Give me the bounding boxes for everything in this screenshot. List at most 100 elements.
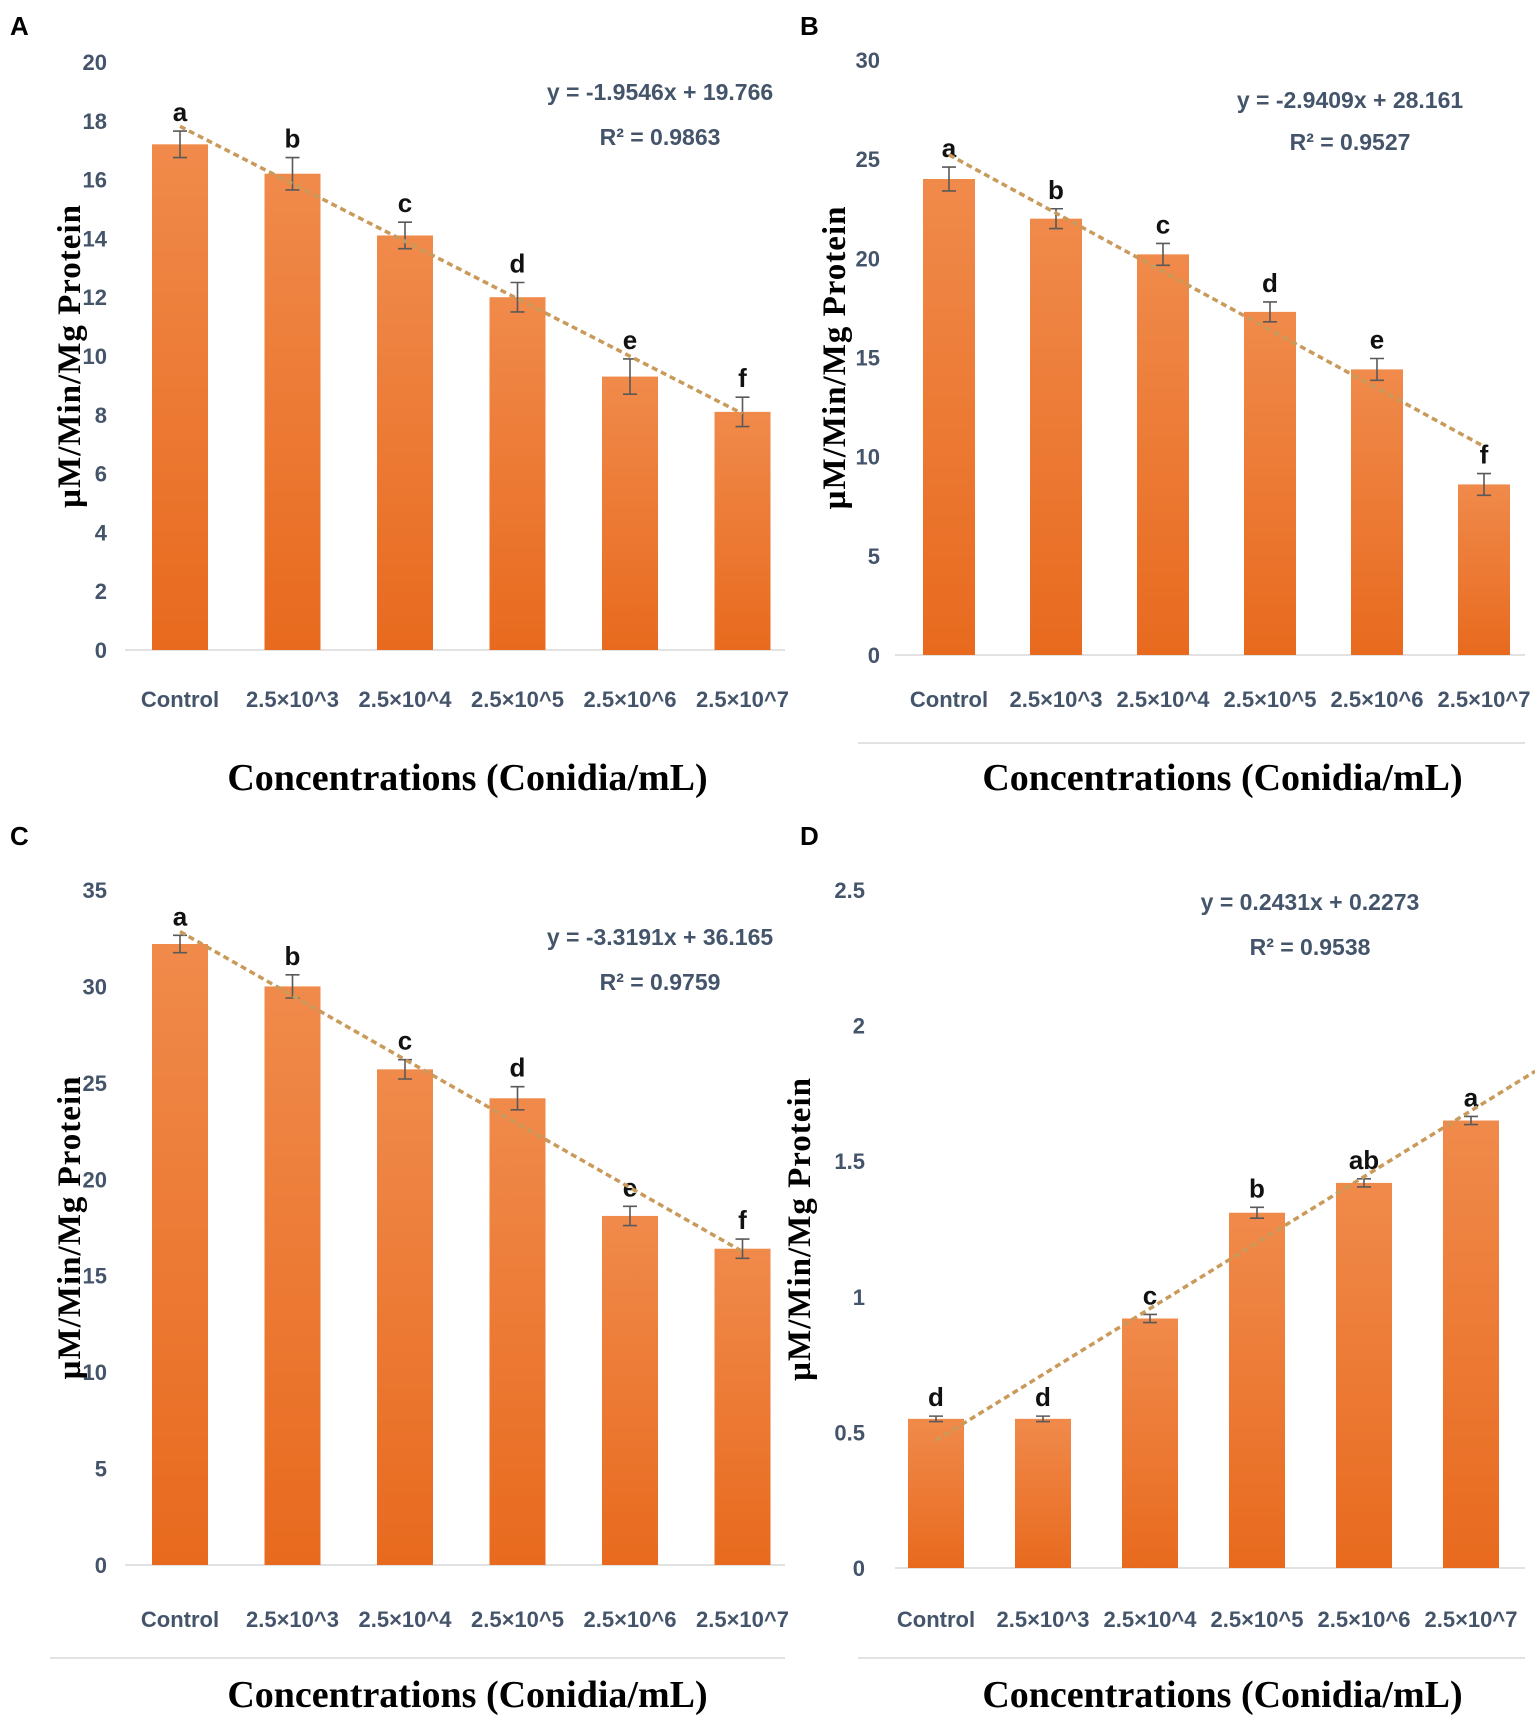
x-tick-label: 2.5×10^5 xyxy=(1211,1607,1304,1632)
significance-label: f xyxy=(738,1205,747,1235)
chart-panel-d: D 0 0.5 1 1.5 2 2.5 d Control d 2.5×10^3 c 2.5×10^4 b… xyxy=(782,821,1535,1716)
y-tick-label: 20 xyxy=(83,1167,107,1192)
bar xyxy=(264,986,321,1565)
error-bar xyxy=(1156,242,1170,267)
significance-label: a xyxy=(1464,1082,1479,1112)
bar xyxy=(152,944,208,1565)
significance-label: f xyxy=(738,363,747,393)
y-tick-label: 10 xyxy=(83,344,107,369)
significance-label: c xyxy=(1156,209,1170,239)
error-bar xyxy=(1370,357,1384,382)
trendline-equation: y = 0.2431x + 0.2273 xyxy=(1201,889,1420,915)
error-bar xyxy=(1036,1415,1050,1423)
bar xyxy=(264,173,321,650)
bar xyxy=(908,1418,964,1568)
r-squared-label: R² = 0.9538 xyxy=(1250,934,1371,960)
y-tick-label: 25 xyxy=(83,1071,107,1096)
y-tick-label: 4 xyxy=(95,520,108,545)
y-tick-label: 0 xyxy=(95,1553,107,1578)
bar xyxy=(1137,254,1189,655)
x-tick-label: 2.5×10^5 xyxy=(1224,687,1317,712)
significance-label: f xyxy=(1480,440,1489,470)
y-tick-label: 0 xyxy=(95,638,107,663)
y-tick-label: 6 xyxy=(95,462,107,487)
y-tick-label: 2 xyxy=(853,1014,865,1039)
panel-letter: D xyxy=(800,821,819,851)
error-bar xyxy=(1263,301,1277,323)
y-tick-label: 12 xyxy=(83,285,107,310)
x-tick-label: Control xyxy=(910,687,988,712)
y-tick-label: 0.5 xyxy=(834,1420,865,1445)
trendline-equation: y = -3.3191x + 36.165 xyxy=(547,924,774,950)
chart-panel-c: C 0 5 10 15 20 25 30 35 a Control b 2.5×10^3 c 2.5×10^… xyxy=(10,821,789,1716)
y-axis-title: µM/Min/Mg Protein xyxy=(52,204,88,508)
significance-label: a xyxy=(942,133,957,163)
y-tick-label: 14 xyxy=(83,226,108,251)
y-tick-label: 8 xyxy=(95,403,107,428)
error-bar xyxy=(285,156,300,191)
significance-label: d xyxy=(928,1382,944,1412)
significance-label: b xyxy=(285,941,301,971)
y-axis-title: µM/Min/Mg Protein xyxy=(782,1077,818,1381)
y-tick-label: 16 xyxy=(83,168,107,193)
r-squared-label: R² = 0.9863 xyxy=(600,124,721,150)
y-tick-label: 18 xyxy=(83,109,107,134)
significance-label: a xyxy=(173,901,188,931)
x-axis-title: Concentrations (Conidia/mL) xyxy=(227,757,707,799)
bar xyxy=(1351,369,1403,655)
bar xyxy=(1458,484,1510,655)
chart-panel-a: A 0 2 4 6 8 10 12 14 16 18 20 a Control b 2.5×10^3 c 2.5×… xyxy=(10,11,789,799)
error-bar xyxy=(1143,1313,1157,1324)
trendline xyxy=(935,1069,1535,1442)
significance-label: b xyxy=(1048,175,1064,205)
y-tick-label: 35 xyxy=(83,878,107,903)
x-tick-label: 2.5×10^3 xyxy=(246,687,339,712)
y-tick-label: 30 xyxy=(83,974,107,999)
significance-label: a xyxy=(173,97,188,127)
error-bar xyxy=(942,166,956,192)
y-tick-label: 10 xyxy=(856,445,880,470)
bar xyxy=(1443,1120,1499,1568)
x-tick-label: 2.5×10^7 xyxy=(1438,687,1531,712)
trendline-equation: y = -2.9409x + 28.161 xyxy=(1237,87,1464,113)
y-tick-label: 2 xyxy=(95,579,107,604)
panel-letter: B xyxy=(800,11,819,41)
error-bar xyxy=(1477,472,1491,497)
x-tick-label: 2.5×10^4 xyxy=(1104,1607,1198,1632)
y-tick-label: 15 xyxy=(83,1264,107,1289)
y-tick-label: 0 xyxy=(853,1556,865,1581)
x-tick-label: 2.5×10^6 xyxy=(584,687,677,712)
panel-letter: A xyxy=(10,11,29,41)
x-tick-label: 2.5×10^4 xyxy=(359,1607,453,1632)
y-axis-title: µM/Min/Mg Protein xyxy=(52,1076,88,1380)
significance-label: d xyxy=(510,249,526,279)
bar xyxy=(377,1069,433,1565)
significance-label: c xyxy=(398,1026,412,1056)
y-tick-label: 5 xyxy=(95,1457,107,1482)
x-tick-label: 2.5×10^7 xyxy=(1425,1607,1518,1632)
x-tick-label: 2.5×10^4 xyxy=(1117,687,1211,712)
x-axis-title: Concentrations (Conidia/mL) xyxy=(982,757,1462,799)
x-tick-label: 2.5×10^7 xyxy=(696,1607,789,1632)
y-tick-label: 1 xyxy=(853,1285,865,1310)
bar xyxy=(602,1215,658,1565)
significance-label: d xyxy=(1262,268,1278,298)
x-axis-title: Concentrations (Conidia/mL) xyxy=(227,1674,707,1716)
significance-label: b xyxy=(1249,1173,1265,1203)
bar xyxy=(489,297,546,650)
significance-label: d xyxy=(510,1053,526,1083)
error-bar xyxy=(735,1238,750,1260)
x-tick-label: 2.5×10^6 xyxy=(584,1607,677,1632)
significance-label: c xyxy=(1143,1280,1157,1310)
bar xyxy=(1015,1418,1071,1568)
x-axis-title: Concentrations (Conidia/mL) xyxy=(982,1674,1462,1716)
bar xyxy=(602,376,658,650)
r-squared-label: R² = 0.9527 xyxy=(1290,129,1411,155)
bar xyxy=(152,144,208,650)
x-tick-label: Control xyxy=(141,687,219,712)
bar xyxy=(923,179,975,655)
y-tick-label: 2.5 xyxy=(834,878,865,903)
x-tick-label: 2.5×10^5 xyxy=(471,687,564,712)
significance-label: e xyxy=(623,325,637,355)
